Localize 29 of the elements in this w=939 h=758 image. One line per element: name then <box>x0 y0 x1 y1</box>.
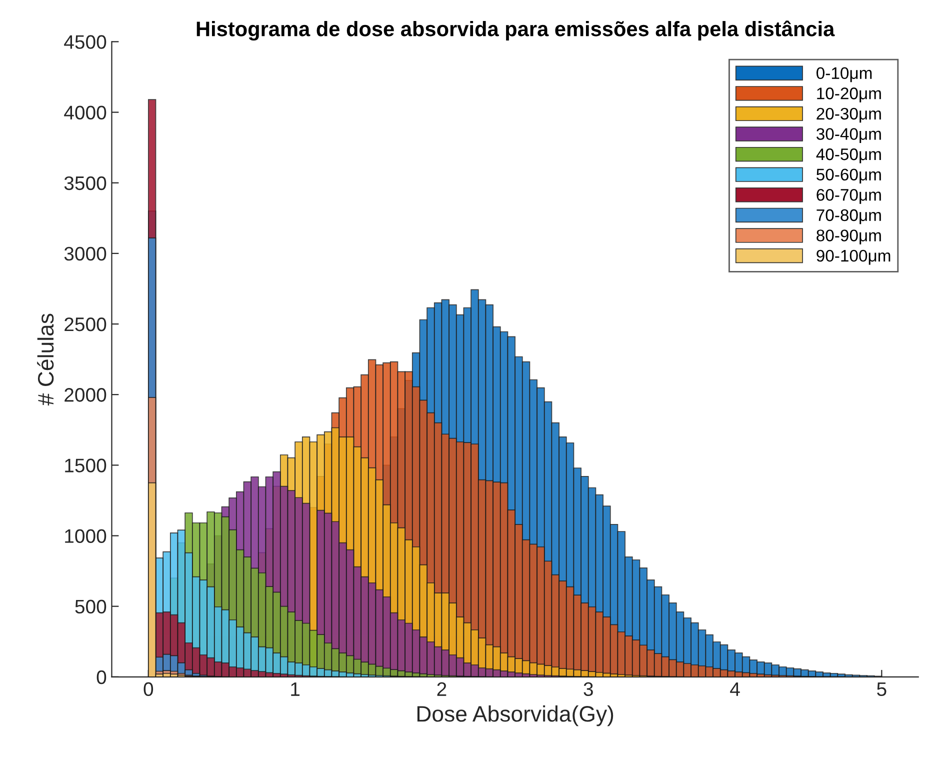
legend-label: 40-50μm <box>816 148 881 164</box>
x-tick-label: 0 <box>144 682 154 696</box>
legend-label: 60-70μm <box>816 188 881 204</box>
x-tick-label: 1 <box>291 682 300 696</box>
y-tick-label: 3000 <box>64 246 106 261</box>
legend-label: 80-90μm <box>816 230 881 244</box>
y-tick-label: 0 <box>96 670 106 684</box>
y-tick-label: 4500 <box>64 35 106 49</box>
y-tick-label: 2000 <box>64 388 106 402</box>
legend-label: 20-30μm <box>816 108 881 123</box>
legend-label: 10-20μm <box>817 88 881 102</box>
legend-label: 90-100μm <box>816 250 890 265</box>
y-tick-label: 4000 <box>64 106 106 120</box>
legend-label: 70-80μm <box>816 209 881 224</box>
legend-label: 0-10μm <box>816 67 872 82</box>
x-tick-label: 4 <box>730 682 740 696</box>
y-tick-label: 2500 <box>64 317 106 332</box>
y-tick-label: 3500 <box>64 176 106 190</box>
x-axis-title: Dose Absorvida(Gy) <box>417 705 614 726</box>
chart-title: Histograma de dose absorvida para emissões alfa pela distância <box>196 20 835 41</box>
y-tick-label: 1000 <box>65 529 106 543</box>
y-axis-title: # Células <box>37 314 54 406</box>
legend-label: 30-40μm <box>816 128 881 143</box>
x-tick-label: 2 <box>437 682 446 696</box>
y-tick-label: 1500 <box>65 458 106 472</box>
x-tick-label: 3 <box>584 682 593 696</box>
x-tick-label: 5 <box>877 682 886 696</box>
legend-label: 50-60μm <box>816 168 881 184</box>
y-tick-label: 500 <box>75 600 106 614</box>
